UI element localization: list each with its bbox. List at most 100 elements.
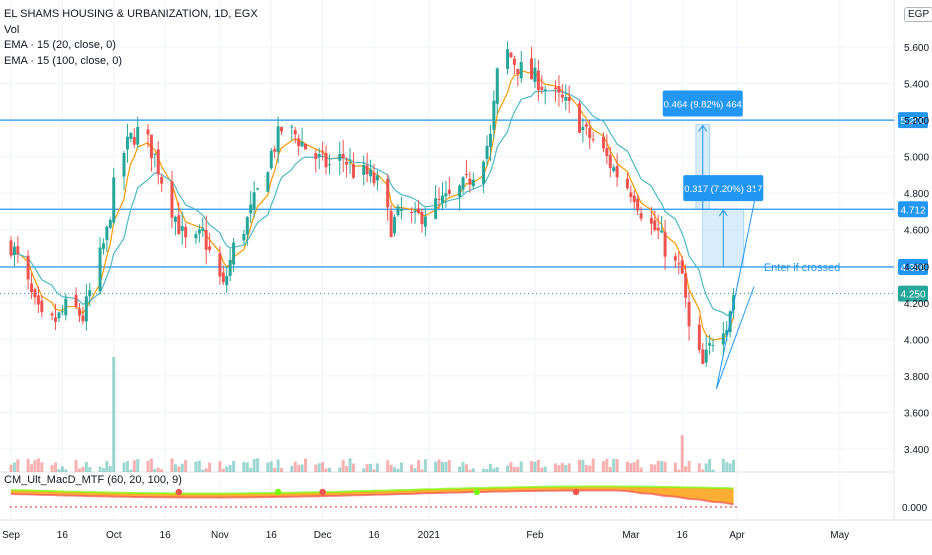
candle-body[interactable] xyxy=(304,143,308,150)
candle-body[interactable] xyxy=(57,312,61,319)
candle-body[interactable] xyxy=(160,176,164,184)
candle-body[interactable] xyxy=(297,138,301,147)
candle-body[interactable] xyxy=(543,89,547,92)
candle-body[interactable] xyxy=(105,226,109,240)
candle-body[interactable] xyxy=(77,308,81,316)
candle-body[interactable] xyxy=(413,210,417,213)
candle-body[interactable] xyxy=(266,172,270,192)
candle-body[interactable] xyxy=(399,208,403,211)
candle-body[interactable] xyxy=(136,126,140,145)
candle-body[interactable] xyxy=(554,87,557,90)
candle-body[interactable] xyxy=(245,217,249,235)
candle-body[interactable] xyxy=(677,263,681,265)
candle-body[interactable] xyxy=(536,70,540,91)
legend-symbol[interactable]: EL SHAMS HOUSING & URBANIZATION, 1D, EGX xyxy=(4,8,258,20)
candle-body[interactable] xyxy=(533,67,537,82)
candle-body[interactable] xyxy=(84,296,88,322)
candle-body[interactable] xyxy=(16,246,20,254)
candle-body[interactable] xyxy=(437,199,441,201)
candle-body[interactable] xyxy=(81,315,85,322)
candle-body[interactable] xyxy=(540,86,544,90)
candle-body[interactable] xyxy=(242,233,246,241)
candle-body[interactable] xyxy=(40,300,44,313)
candle-body[interactable] xyxy=(204,229,208,250)
candle-body[interactable] xyxy=(12,246,16,256)
candle-body[interactable] xyxy=(704,349,708,363)
candle-body[interactable] xyxy=(471,179,475,187)
candle-body[interactable] xyxy=(54,317,58,322)
candle-body[interactable] xyxy=(393,216,397,234)
candle-body[interactable] xyxy=(132,137,136,145)
candle-body[interactable] xyxy=(701,349,705,364)
candle-body[interactable] xyxy=(708,343,712,346)
candle-body[interactable] xyxy=(588,127,592,139)
candle-body[interactable] xyxy=(567,97,571,101)
candle-body[interactable] xyxy=(321,151,325,153)
candle-body[interactable] xyxy=(601,136,605,149)
candle-body[interactable] xyxy=(560,94,564,98)
candle-body[interactable] xyxy=(208,246,212,250)
candle-body[interactable] xyxy=(488,133,492,147)
candle-body[interactable] xyxy=(482,161,486,184)
candle-body[interactable] xyxy=(201,228,205,231)
candle-body[interactable] xyxy=(420,211,424,225)
candle-body[interactable] xyxy=(74,294,78,307)
candle-body[interactable] xyxy=(256,188,260,190)
candle-body[interactable] xyxy=(711,345,715,347)
candle-body[interactable] xyxy=(290,126,294,128)
candle-body[interactable] xyxy=(225,275,229,286)
candle-body[interactable] xyxy=(636,199,640,211)
candle-body[interactable] xyxy=(660,230,664,233)
candle-body[interactable] xyxy=(680,260,684,274)
candle-body[interactable] xyxy=(673,256,677,261)
candle-body[interactable] xyxy=(341,154,345,158)
candle-body[interactable] xyxy=(557,86,561,93)
candle-body[interactable] xyxy=(725,330,729,336)
candle-body[interactable] xyxy=(345,161,349,165)
candle-body[interactable] xyxy=(506,49,510,70)
candle-body[interactable] xyxy=(218,253,222,277)
candle-body[interactable] xyxy=(36,295,40,305)
candle-body[interactable] xyxy=(369,169,373,177)
candle-body[interactable] xyxy=(156,149,160,175)
candle-body[interactable] xyxy=(300,142,304,147)
candle-body[interactable] xyxy=(649,217,653,224)
candle-body[interactable] xyxy=(9,240,13,256)
candle-body[interactable] xyxy=(577,103,581,133)
candle-body[interactable] xyxy=(232,242,236,265)
candle-body[interactable] xyxy=(440,195,444,204)
candle-body[interactable] xyxy=(444,193,448,197)
legend-ema-slow[interactable]: EMA · 15 (100, close, 0) xyxy=(4,54,122,67)
candle-body[interactable] xyxy=(338,153,342,161)
candle-body[interactable] xyxy=(434,198,438,219)
candle-body[interactable] xyxy=(365,165,369,175)
candle-body[interactable] xyxy=(375,175,379,181)
candle-body[interactable] xyxy=(33,289,37,298)
candle-body[interactable] xyxy=(180,226,184,231)
candle-body[interactable] xyxy=(629,192,633,198)
candle-body[interactable] xyxy=(605,148,609,156)
candle-body[interactable] xyxy=(273,149,277,152)
candle-body[interactable] xyxy=(372,172,376,184)
candle-body[interactable] xyxy=(146,129,150,135)
candle-body[interactable] xyxy=(221,272,225,283)
annotation-text[interactable]: Enter if crossed xyxy=(764,262,840,274)
candle-body[interactable] xyxy=(461,177,465,190)
candle-body[interactable] xyxy=(410,212,414,214)
candle-body[interactable] xyxy=(228,260,232,276)
candle-body[interactable] xyxy=(653,220,657,230)
candle-body[interactable] xyxy=(516,68,520,75)
candle-body[interactable] xyxy=(591,139,595,141)
candle-body[interactable] xyxy=(173,216,177,222)
candle-body[interactable] xyxy=(584,124,588,127)
candle-body[interactable] xyxy=(122,153,126,177)
candle-body[interactable] xyxy=(386,178,390,208)
candle-body[interactable] xyxy=(464,173,468,175)
candle-body[interactable] xyxy=(351,164,355,178)
candle-body[interactable] xyxy=(327,164,331,166)
candle-body[interactable] xyxy=(60,311,64,313)
candle-body[interactable] xyxy=(30,283,34,293)
candle-body[interactable] xyxy=(112,177,116,223)
candle-body[interactable] xyxy=(495,68,499,104)
